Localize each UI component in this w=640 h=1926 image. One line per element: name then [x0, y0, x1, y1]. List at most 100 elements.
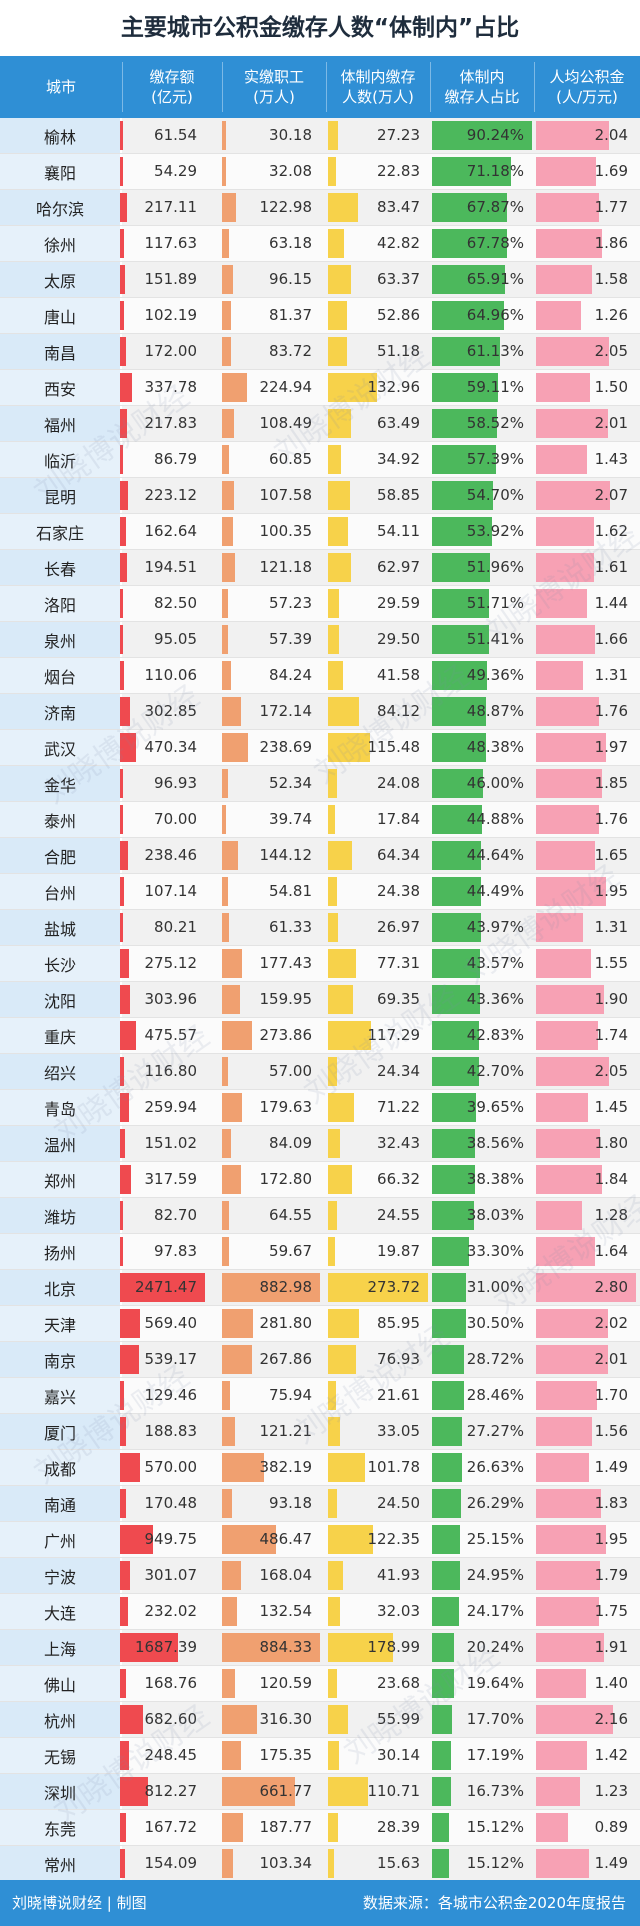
gov-cell: 23.68 — [328, 1666, 428, 1701]
employees-value: 486.47 — [259, 1530, 313, 1548]
employees-bar — [222, 1741, 241, 1770]
per-capita-value: 1.45 — [594, 1098, 628, 1116]
ratio-cell: 48.87% — [432, 694, 532, 729]
gov-value: 66.32 — [377, 1170, 420, 1188]
per-capita-bar — [536, 373, 590, 402]
gov-value: 110.71 — [367, 1782, 421, 1800]
ratio-bar — [432, 1417, 462, 1446]
per-capita-cell: 2.80 — [536, 1270, 636, 1305]
header-gov-line1: 体制内缴存 — [340, 68, 416, 86]
per-capita-bar — [536, 1309, 608, 1338]
deposit-cell: 102.19 — [120, 298, 205, 333]
employees-value: 175.35 — [259, 1746, 313, 1764]
employees-cell: 172.80 — [222, 1162, 320, 1197]
ratio-value: 67.78% — [466, 234, 524, 252]
ratio-value: 26.63% — [466, 1458, 524, 1476]
gov-bar — [328, 1669, 337, 1698]
ratio-bar — [432, 805, 482, 834]
gov-bar — [328, 373, 377, 402]
employees-value: 159.95 — [259, 990, 313, 1008]
per-capita-value: 1.95 — [594, 1530, 628, 1548]
per-capita-value: 2.05 — [594, 1062, 628, 1080]
ratio-bar — [432, 877, 481, 906]
city-cell: 济南 — [0, 694, 122, 729]
ratio-value: 38.56% — [466, 1134, 524, 1152]
gov-cell: 24.55 — [328, 1198, 428, 1233]
city-cell: 福州 — [0, 406, 122, 441]
gov-value: 84.12 — [377, 702, 420, 720]
gov-bar — [328, 1057, 337, 1086]
ratio-value: 38.38% — [466, 1170, 524, 1188]
ratio-cell: 46.00% — [432, 766, 532, 801]
deposit-bar — [120, 337, 126, 366]
table-row: 泰州 70.00 39.74 17.84 44.88% 1.76 — [0, 802, 640, 838]
per-capita-cell: 1.85 — [536, 766, 636, 801]
ratio-cell: 64.96% — [432, 298, 532, 333]
ratio-bar — [432, 697, 486, 726]
per-capita-bar — [536, 445, 587, 474]
per-capita-cell: 2.07 — [536, 478, 636, 513]
deposit-bar — [120, 1093, 129, 1122]
gov-cell: 15.63 — [328, 1846, 428, 1881]
table-row: 福州 217.83 108.49 63.49 58.52% 2.01 — [0, 406, 640, 442]
employees-bar — [222, 157, 226, 186]
deposit-bar — [120, 1309, 140, 1338]
ratio-cell: 17.19% — [432, 1738, 532, 1773]
gov-cell: 110.71 — [328, 1774, 428, 1809]
employees-bar — [222, 1633, 320, 1662]
deposit-bar — [120, 841, 128, 870]
employees-cell: 57.39 — [222, 622, 320, 657]
deposit-cell: 275.12 — [120, 946, 205, 981]
deposit-bar — [120, 265, 125, 294]
per-capita-value: 1.55 — [594, 954, 628, 972]
gov-value: 28.39 — [377, 1818, 420, 1836]
gov-value: 22.83 — [377, 162, 420, 180]
gov-value: 41.93 — [377, 1566, 420, 1584]
employees-bar — [222, 229, 229, 258]
ratio-value: 42.70% — [466, 1062, 524, 1080]
gov-cell: 51.18 — [328, 334, 428, 369]
employees-bar — [222, 1813, 243, 1842]
deposit-value: 539.17 — [144, 1350, 198, 1368]
city-cell: 武汉 — [0, 730, 122, 765]
ratio-bar — [432, 1237, 469, 1266]
ratio-bar — [432, 193, 507, 222]
ratio-bar — [432, 1057, 479, 1086]
per-capita-bar — [536, 1705, 613, 1734]
per-capita-bar — [536, 1669, 586, 1698]
employees-bar — [222, 589, 228, 618]
employees-bar — [222, 301, 231, 330]
deposit-value: 682.60 — [144, 1710, 198, 1728]
per-capita-bar — [536, 589, 587, 618]
header-divider — [534, 62, 535, 112]
per-capita-cell: 1.65 — [536, 838, 636, 873]
per-capita-bar — [536, 913, 583, 942]
employees-bar — [222, 1561, 241, 1590]
ratio-cell: 20.24% — [432, 1630, 532, 1665]
city-cell: 合肥 — [0, 838, 122, 873]
gov-bar — [328, 229, 344, 258]
per-capita-cell: 1.75 — [536, 1594, 636, 1629]
per-capita-value: 1.65 — [594, 846, 628, 864]
deposit-bar — [120, 193, 127, 222]
ratio-value: 16.73% — [466, 1782, 524, 1800]
ratio-value: 44.49% — [466, 882, 524, 900]
header-per-capita-line2: (人/万元) — [556, 88, 618, 106]
employees-cell: 57.23 — [222, 586, 320, 621]
gov-value: 24.34 — [377, 1062, 420, 1080]
deposit-value: 812.27 — [144, 1782, 198, 1800]
per-capita-value: 2.80 — [594, 1278, 628, 1296]
table-row: 常州 154.09 103.34 15.63 15.12% 1.49 — [0, 1846, 640, 1882]
gov-value: 19.87 — [377, 1242, 420, 1260]
employees-cell: 273.86 — [222, 1018, 320, 1053]
employees-cell: 93.18 — [222, 1486, 320, 1521]
city-cell: 天津 — [0, 1306, 122, 1341]
employees-bar — [222, 1093, 242, 1122]
deposit-value: 232.02 — [144, 1602, 198, 1620]
employees-value: 238.69 — [259, 738, 313, 756]
deposit-value: 86.79 — [154, 450, 197, 468]
ratio-cell: 54.70% — [432, 478, 532, 513]
gov-bar — [328, 1453, 365, 1482]
deposit-value: 259.94 — [144, 1098, 198, 1116]
employees-cell: 382.19 — [222, 1450, 320, 1485]
